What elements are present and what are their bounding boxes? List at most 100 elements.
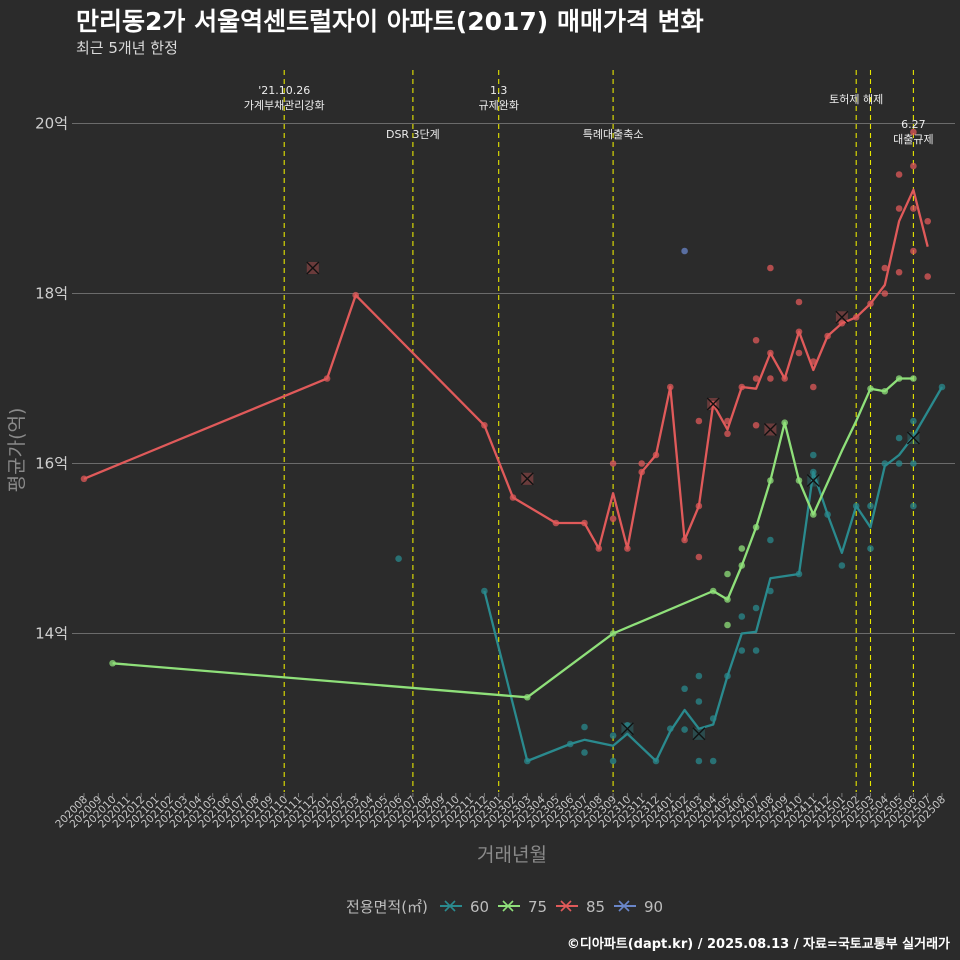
data-point-60 [695, 757, 703, 765]
data-point-60 [695, 672, 703, 680]
data-point-85 [795, 328, 803, 336]
data-point-85 [624, 545, 631, 552]
data-point-60 [824, 511, 831, 518]
data-point-85 [667, 383, 674, 391]
chart-subtitle: 최근 5개년 한정 [76, 39, 178, 57]
data-point-60 [881, 460, 889, 467]
data-point-85 [652, 451, 660, 459]
data-point-75 [867, 385, 874, 393]
event-label: '21.10.26 [258, 84, 310, 97]
data-point-60 [810, 451, 817, 459]
data-point-75 [724, 621, 731, 629]
data-point-85 [581, 519, 588, 527]
data-point-60 [895, 460, 903, 467]
event-label: DSR 3단계 [386, 128, 440, 141]
data-point-75 [738, 545, 746, 552]
legend-swatch-x [444, 900, 456, 912]
data-point-85 [724, 430, 731, 438]
data-point-75 [524, 693, 531, 701]
data-point-85 [810, 383, 817, 391]
cancelled-marker-60 [906, 431, 920, 445]
data-point-75 [795, 477, 803, 484]
grid-lines [72, 123, 955, 634]
data-point-60 [867, 502, 874, 510]
data-point-60 [738, 613, 746, 620]
data-point-60 [910, 502, 917, 510]
data-point-85 [609, 460, 617, 467]
cancelled-marker-60 [806, 474, 820, 487]
data-point-85 [695, 417, 703, 425]
data-point-60 [838, 562, 846, 569]
data-point-85 [509, 494, 517, 501]
data-point-60 [695, 698, 703, 705]
data-point-60 [524, 757, 531, 765]
data-point-60 [667, 725, 674, 732]
data-point-90 [681, 247, 688, 255]
data-point-85 [681, 536, 688, 544]
legend-label: 90 [644, 898, 663, 916]
data-point-85 [895, 171, 903, 178]
chart-title: 만리동2가 서울역센트럴자이 아파트(2017) 매매가격 변화 [76, 7, 704, 36]
data-point-60 [795, 570, 803, 578]
y-axis-ticks: 14억 16억 18억 20억 [35, 115, 68, 643]
cancelled-marker-85 [520, 472, 534, 486]
data-point-60 [652, 757, 660, 765]
x-axis-ticks: 2020082020092020102020112020122021012021… [53, 793, 948, 830]
data-point-60 [810, 468, 817, 476]
legend-swatch-x [502, 900, 514, 912]
data-point-85 [824, 332, 831, 340]
data-point-60 [895, 434, 903, 442]
data-point-60 [709, 715, 717, 722]
series-90 [681, 247, 688, 255]
data-point-60 [752, 647, 760, 654]
data-point-85 [767, 264, 774, 272]
data-point-85 [752, 421, 760, 429]
event-label: 특례대출축소 [583, 128, 644, 141]
data-point-85 [895, 268, 903, 276]
data-point-75 [881, 387, 889, 395]
data-point-85 [910, 128, 917, 136]
data-point-75 [709, 587, 717, 595]
data-point-85 [910, 205, 917, 212]
data-point-60 [767, 536, 774, 544]
source-caption: ©디아파트(dapt.kr) / 2025.08.13 / 자료=국토교통부 실… [566, 937, 950, 952]
data-point-85 [924, 273, 931, 280]
data-point-85 [638, 468, 645, 476]
cancelled-marker-85 [706, 397, 720, 411]
data-point-60 [938, 383, 946, 391]
data-point-75 [609, 630, 617, 637]
data-point-85 [481, 421, 488, 429]
data-point-75 [109, 659, 116, 667]
data-point-85 [752, 336, 760, 344]
series-60 [395, 383, 946, 765]
data-point-85 [795, 349, 803, 357]
data-point-60 [867, 545, 874, 552]
cancelled-marker-60 [692, 727, 706, 741]
y-tick-label: 14억 [35, 625, 68, 643]
cancelled-marker-85 [306, 261, 320, 275]
data-point-60 [910, 460, 917, 467]
data-point-75 [724, 596, 731, 603]
data-point-85 [767, 375, 774, 382]
event-label: 토허제 해제 [829, 92, 883, 106]
data-point-60 [738, 647, 746, 654]
data-point-85 [924, 217, 931, 225]
legend-swatch-x [618, 900, 630, 912]
data-point-85 [352, 291, 360, 299]
data-point-75 [895, 375, 903, 382]
data-point-75 [767, 477, 774, 484]
event-label: 대출규제 [893, 133, 933, 146]
data-point-60 [581, 723, 588, 731]
data-point-60 [481, 587, 488, 595]
data-point-75 [724, 570, 731, 578]
event-label: 1.3 [490, 84, 508, 97]
event-label: 규제완화 [478, 99, 518, 112]
data-point-85 [738, 383, 746, 391]
series-75 [109, 375, 917, 701]
y-axis-title: 평균가(억) [6, 408, 28, 493]
data-point-60 [709, 757, 717, 765]
data-point-60 [566, 740, 574, 748]
data-point-60 [395, 555, 402, 562]
data-point-85 [638, 460, 645, 467]
data-point-85 [852, 314, 860, 321]
